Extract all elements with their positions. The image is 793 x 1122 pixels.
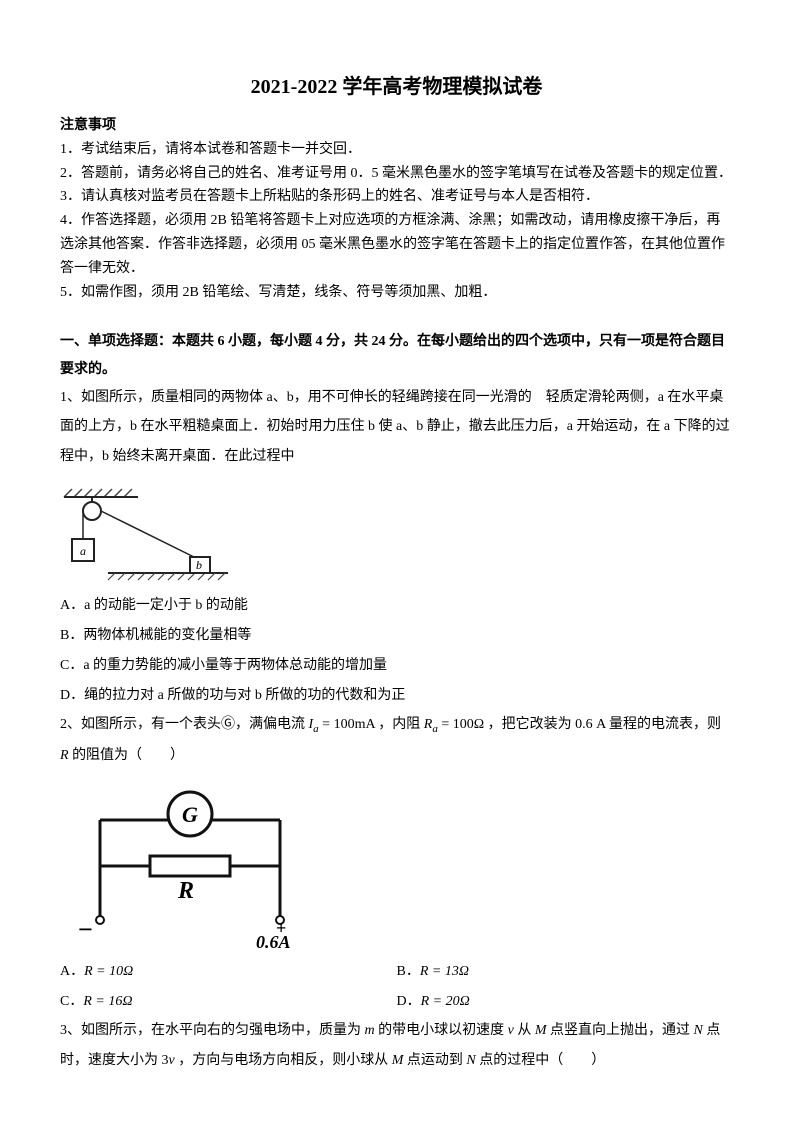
instruction-item: 5．如需作图，须用 2B 铅笔绘、写清楚，线条、符号等须加黑、加粗． [60, 281, 733, 305]
svg-text:b: b [196, 558, 202, 572]
instructions-block: 1．考试结束后，请将本试卷和答题卡一并交回． 2．答题前，请务必将自己的姓名、准… [60, 138, 733, 305]
opt-value: R = 20Ω [421, 994, 470, 1009]
opt-label: C． [60, 994, 83, 1009]
q2-Ia-eq: = 100mA ，内阻 [319, 717, 424, 732]
opt-value: R = 16Ω [83, 994, 132, 1009]
opt-label: A． [60, 964, 84, 979]
g-label: G [182, 802, 198, 827]
q1-option-a: A．a 的动能一定小于 b 的动能 [60, 592, 733, 620]
instruction-item: 4．作答选择题，必须用 2B 铅笔将答题卡上对应选项的方框涂满、涂黑；如需改动，… [60, 209, 733, 280]
q2-R: R [60, 748, 69, 763]
svg-text:a: a [80, 544, 86, 558]
q2-options-row1: A．R = 10Ω B．R = 13Ω [60, 956, 733, 986]
q2-post: 的阻值为（ ） [69, 748, 185, 763]
q3-m: m [365, 1023, 375, 1038]
q3-N2: N [466, 1053, 475, 1068]
q2-option-a: A．R = 10Ω [60, 958, 397, 986]
q3-M2: M [392, 1053, 404, 1068]
q1-option-d: D．绳的拉力对 a 所做的功与对 b 所做的功的代数和为正 [60, 682, 733, 710]
r-label: R [177, 878, 194, 904]
q2-option-c: C．R = 16Ω [60, 988, 397, 1016]
q2-Ra-eq: = 100Ω ，把它改装为 0.6 A 量程的电流表，则 [438, 717, 721, 732]
opt-label: B． [397, 964, 420, 979]
page-title: 2021-2022 学年高考物理模拟试卷 [60, 70, 733, 104]
q3-d: 点竖直向上抛出，通过 [547, 1023, 694, 1038]
instruction-item: 3．请认真核对监考员在答题卡上所粘贴的条形码上的姓名、准考证号与本人是否相符． [60, 185, 733, 209]
section-intro: 一、单项选择题：本题共 6 小题，每小题 4 分，共 24 分。在每小题给出的四… [60, 328, 733, 383]
instruction-item: 2．答题前，请务必将自己的姓名、准考证号用 0．5 毫米黑色墨水的签字笔填写在试… [60, 162, 733, 186]
q3-h: 点的过程中（ ） [476, 1053, 606, 1068]
q3-N: N [694, 1023, 703, 1038]
q3-f: ，方向与电场方向相反，则小球从 [175, 1053, 392, 1068]
opt-value: R = 13Ω [420, 964, 469, 979]
q1-text: 1、如图所示，质量相同的两物体 a、b，用不可伸长的轻绳跨接在同一光滑的 轻质定… [60, 383, 733, 471]
q2-option-b: B．R = 13Ω [397, 958, 734, 986]
q2-options-row2: C．R = 16Ω D．R = 20Ω [60, 986, 733, 1016]
notice-heading: 注意事项 [60, 114, 733, 138]
q3-M: M [535, 1023, 547, 1038]
q1-figure: a b [60, 481, 733, 586]
instruction-item: 1．考试结束后，请将本试卷和答题卡一并交回． [60, 138, 733, 162]
q2-text: 2、如图所示，有一个表头Ⓖ，满偏电流 Ia = 100mA ，内阻 Ra = 1… [60, 710, 733, 770]
q2-option-d: D．R = 20Ω [397, 988, 734, 1016]
opt-label: D． [397, 994, 421, 1009]
amp-label: 0.6A [256, 932, 291, 950]
q3-g: 点运动到 [403, 1053, 466, 1068]
minus-label: − [78, 915, 93, 944]
q2-figure: G R − + 0.6A [60, 780, 733, 950]
q2-pre: 2、如图所示，有一个表头Ⓖ，满偏电流 [60, 717, 309, 732]
q3-b: 的带电小球以初速度 [375, 1023, 508, 1038]
q3-a: 3、如图所示，在水平向右的匀强电场中，质量为 [60, 1023, 365, 1038]
q3-text: 3、如图所示，在水平向右的匀强电场中，质量为 m 的带电小球以初速度 v 从 M… [60, 1016, 733, 1075]
opt-value: R = 10Ω [84, 964, 133, 979]
q1-option-b: B．两物体机械能的变化量相等 [60, 622, 733, 650]
q1-option-c: C．a 的重力势能的减小量等于两物体总动能的增加量 [60, 652, 733, 680]
q3-c: 从 [514, 1023, 535, 1038]
